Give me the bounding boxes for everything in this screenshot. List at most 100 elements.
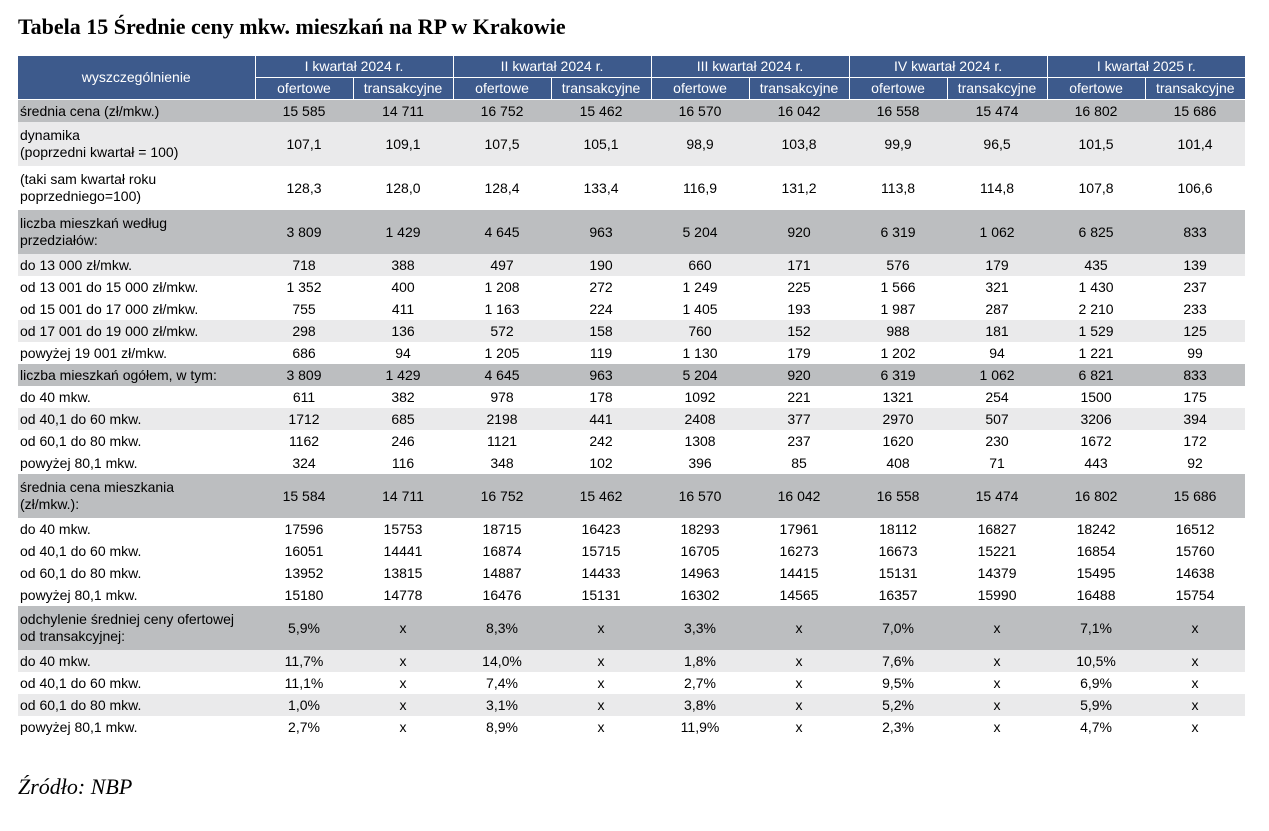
offer-value-cell: 16476 xyxy=(453,584,552,606)
offer-value-cell: 718 xyxy=(255,254,353,276)
offer-value-cell: 16 558 xyxy=(849,99,948,122)
transaction-value-cell: 179 xyxy=(947,254,1048,276)
subheader-offer: ofertowe xyxy=(254,77,353,100)
offer-value-cell: 6,9% xyxy=(1047,672,1146,694)
offer-value-cell: 128,4 xyxy=(453,166,552,210)
transaction-value-cell: x xyxy=(353,650,454,672)
transaction-value-cell: x xyxy=(947,606,1048,650)
transaction-value-cell: x xyxy=(353,716,454,738)
row-label: od 40,1 do 60 mkw. xyxy=(18,540,255,562)
transaction-value-cell: 15754 xyxy=(1145,584,1246,606)
transaction-value-cell: 411 xyxy=(353,298,454,320)
offer-value-cell: 6 319 xyxy=(849,364,948,386)
transaction-value-cell: 14379 xyxy=(947,562,1048,584)
offer-value-cell: 324 xyxy=(255,452,353,474)
transaction-value-cell: 101,4 xyxy=(1145,122,1246,166)
table-row: dynamika (poprzedni kwartał = 100) 107,1 10… xyxy=(18,122,1246,166)
transaction-value-cell: 17961 xyxy=(749,518,850,540)
transaction-value-cell: 963 xyxy=(551,364,652,386)
offer-value-cell: 1 249 xyxy=(651,276,750,298)
transaction-value-cell: x xyxy=(749,650,850,672)
transaction-value-cell: 14778 xyxy=(353,584,454,606)
offer-value-cell: 3,1% xyxy=(453,694,552,716)
offer-value-cell: 15 584 xyxy=(255,474,353,518)
offer-value-cell: 3206 xyxy=(1047,408,1146,430)
transaction-value-cell: 14 711 xyxy=(353,99,454,122)
transaction-value-cell: 16 042 xyxy=(749,474,850,518)
offer-value-cell: 1712 xyxy=(255,408,353,430)
transaction-value-cell: x xyxy=(1145,672,1246,694)
row-label: powyżej 80,1 mkw. xyxy=(18,584,255,606)
table-row: do 40 mkw. 611 382 978 178 1092 221 1321 254 1500… xyxy=(18,386,1246,408)
subheader-offer: ofertowe xyxy=(650,77,750,100)
transaction-value-cell: 388 xyxy=(353,254,454,276)
offer-value-cell: 1,8% xyxy=(651,650,750,672)
subheader-offer: ofertowe xyxy=(848,77,948,100)
transaction-value-cell: x xyxy=(1145,606,1246,650)
transaction-value-cell: 242 xyxy=(551,430,652,452)
offer-value-cell: 978 xyxy=(453,386,552,408)
transaction-value-cell: x xyxy=(353,606,454,650)
offer-value-cell: 1162 xyxy=(255,430,353,452)
transaction-value-cell: 233 xyxy=(1145,298,1246,320)
subheader-transaction: transakcyjne xyxy=(748,77,850,100)
transaction-value-cell: 833 xyxy=(1145,210,1246,254)
transaction-value-cell: x xyxy=(551,716,652,738)
offer-value-cell: 1 352 xyxy=(255,276,353,298)
offer-value-cell: 16488 xyxy=(1047,584,1146,606)
table-row: średnia cena mieszkania (zł/mkw.): 15 584 1… xyxy=(18,474,1246,518)
offer-value-cell: 443 xyxy=(1047,452,1146,474)
transaction-value-cell: 221 xyxy=(749,386,850,408)
transaction-value-cell: 15760 xyxy=(1145,540,1246,562)
table-row: (taki sam kwartał roku poprzedniego=100) 1… xyxy=(18,166,1246,210)
offer-value-cell: 16051 xyxy=(255,540,353,562)
transaction-value-cell: 16 042 xyxy=(749,99,850,122)
transaction-value-cell: 13815 xyxy=(353,562,454,584)
transaction-value-cell: 14415 xyxy=(749,562,850,584)
offer-value-cell: 1 529 xyxy=(1047,320,1146,342)
offer-value-cell: 107,1 xyxy=(255,122,353,166)
row-label: odchylenie średniej ceny ofertowej od tra… xyxy=(18,606,255,650)
table-row: do 40 mkw. 17596 15753 18715 16423 18293 17961… xyxy=(18,518,1246,540)
offer-value-cell: 1 405 xyxy=(651,298,750,320)
transaction-value-cell: 441 xyxy=(551,408,652,430)
transaction-value-cell: 400 xyxy=(353,276,454,298)
transaction-value-cell: 1 429 xyxy=(353,364,454,386)
source-note: Źródło: NBP xyxy=(18,774,133,799)
offer-value-cell: 6 825 xyxy=(1047,210,1146,254)
row-label: do 40 mkw. xyxy=(18,650,255,672)
row-label: od 17 001 do 19 000 zł/mkw. xyxy=(18,320,255,342)
offer-value-cell: 2198 xyxy=(453,408,552,430)
offer-value-cell: 4 645 xyxy=(453,210,552,254)
offer-value-cell: 3,8% xyxy=(651,694,750,716)
offer-value-cell: 10,5% xyxy=(1047,650,1146,672)
offer-value-cell: 113,8 xyxy=(849,166,948,210)
row-label: powyżej 80,1 mkw. xyxy=(18,452,255,474)
transaction-value-cell: 139 xyxy=(1145,254,1246,276)
transaction-value-cell: 833 xyxy=(1145,364,1246,386)
transaction-value-cell: x xyxy=(749,672,850,694)
subheader-transaction: transakcyjne xyxy=(1144,77,1246,100)
transaction-value-cell: 71 xyxy=(947,452,1048,474)
offer-value-cell: 14,0% xyxy=(453,650,552,672)
transaction-value-cell: 106,6 xyxy=(1145,166,1246,210)
offer-value-cell: 15180 xyxy=(255,584,353,606)
transaction-value-cell: 125 xyxy=(1145,320,1246,342)
offer-value-cell: 98,9 xyxy=(651,122,750,166)
offer-value-cell: 11,7% xyxy=(255,650,353,672)
transaction-value-cell: 1 062 xyxy=(947,210,1048,254)
offer-value-cell: 16302 xyxy=(651,584,750,606)
transaction-value-cell: 171 xyxy=(749,254,850,276)
transaction-value-cell: x xyxy=(551,672,652,694)
quarter-header: I kwartał 2025 r. xyxy=(1046,56,1246,78)
offer-value-cell: 18715 xyxy=(453,518,552,540)
offer-value-cell: 16 802 xyxy=(1047,474,1146,518)
transaction-value-cell: 175 xyxy=(1145,386,1246,408)
row-label: dynamika (poprzedni kwartał = 100) xyxy=(18,122,255,166)
transaction-value-cell: 15131 xyxy=(551,584,652,606)
offer-value-cell: 5 204 xyxy=(651,210,750,254)
transaction-value-cell: 15753 xyxy=(353,518,454,540)
transaction-value-cell: 128,0 xyxy=(353,166,454,210)
transaction-value-cell: x xyxy=(551,606,652,650)
offer-value-cell: 1 221 xyxy=(1047,342,1146,364)
